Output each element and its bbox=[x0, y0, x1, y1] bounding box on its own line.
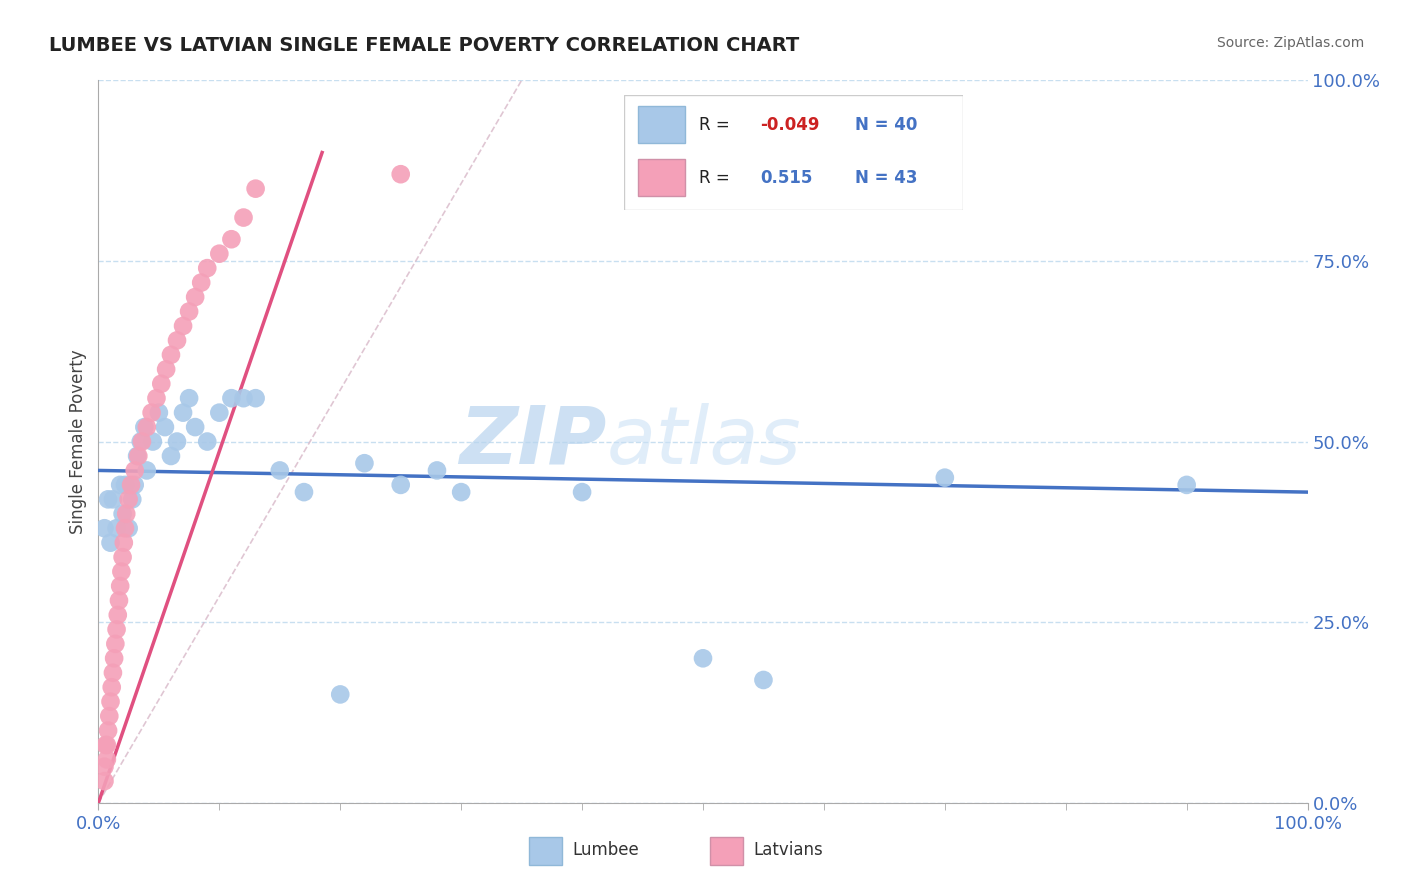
Point bbox=[208, 246, 231, 260]
Point bbox=[389, 167, 412, 181]
Point bbox=[153, 420, 176, 434]
Point bbox=[135, 463, 157, 477]
Point bbox=[127, 449, 149, 463]
Point bbox=[97, 723, 120, 738]
Point bbox=[184, 420, 207, 434]
Point bbox=[195, 434, 218, 449]
Point bbox=[101, 492, 124, 507]
Point bbox=[232, 391, 254, 405]
Point bbox=[93, 774, 115, 789]
Point bbox=[131, 434, 153, 449]
Point bbox=[221, 232, 243, 246]
Point bbox=[232, 211, 254, 225]
Point bbox=[160, 449, 183, 463]
Point bbox=[115, 507, 138, 521]
Point bbox=[166, 334, 188, 348]
Point bbox=[96, 752, 118, 766]
Point bbox=[389, 478, 412, 492]
Point bbox=[121, 492, 143, 507]
Point bbox=[195, 261, 218, 276]
Point bbox=[353, 456, 375, 470]
Point bbox=[426, 463, 449, 477]
Point bbox=[155, 362, 177, 376]
Point bbox=[111, 507, 134, 521]
Point bbox=[221, 391, 243, 405]
Point bbox=[100, 695, 122, 709]
Point bbox=[105, 623, 128, 637]
Point bbox=[129, 434, 152, 449]
Point bbox=[107, 607, 129, 622]
Point bbox=[114, 521, 136, 535]
Point bbox=[110, 565, 132, 579]
Y-axis label: Single Female Poverty: Single Female Poverty bbox=[69, 350, 87, 533]
Point bbox=[118, 521, 141, 535]
Point bbox=[172, 318, 194, 333]
Text: LUMBEE VS LATVIAN SINGLE FEMALE POVERTY CORRELATION CHART: LUMBEE VS LATVIAN SINGLE FEMALE POVERTY … bbox=[49, 36, 800, 54]
Point bbox=[101, 665, 124, 680]
Point bbox=[100, 680, 122, 694]
Point bbox=[145, 391, 167, 405]
Point bbox=[184, 290, 207, 304]
Point bbox=[108, 593, 131, 607]
Point bbox=[104, 637, 127, 651]
Point bbox=[571, 485, 593, 500]
Point bbox=[135, 420, 157, 434]
Point bbox=[120, 478, 142, 492]
Point bbox=[172, 406, 194, 420]
Point bbox=[208, 406, 231, 420]
Point bbox=[93, 760, 115, 774]
Point bbox=[118, 492, 141, 507]
Point bbox=[98, 709, 121, 723]
Point bbox=[108, 579, 131, 593]
Point bbox=[150, 376, 173, 391]
Text: ZIP: ZIP bbox=[458, 402, 606, 481]
Point bbox=[292, 485, 315, 500]
Point bbox=[100, 535, 122, 549]
Point bbox=[111, 550, 134, 565]
Point bbox=[166, 434, 188, 449]
Point bbox=[108, 478, 131, 492]
Point bbox=[692, 651, 714, 665]
Point bbox=[93, 521, 115, 535]
Text: Source: ZipAtlas.com: Source: ZipAtlas.com bbox=[1216, 36, 1364, 50]
Point bbox=[105, 521, 128, 535]
Point bbox=[94, 738, 117, 752]
Point bbox=[752, 673, 775, 687]
Point bbox=[179, 391, 201, 405]
Point bbox=[329, 687, 352, 701]
Point bbox=[114, 478, 136, 492]
Point bbox=[934, 470, 956, 484]
Point bbox=[179, 304, 201, 318]
Point bbox=[124, 478, 146, 492]
Point bbox=[245, 182, 267, 196]
Point bbox=[269, 463, 291, 477]
Point bbox=[134, 420, 156, 434]
Point bbox=[142, 434, 165, 449]
Point bbox=[141, 406, 163, 420]
Text: atlas: atlas bbox=[606, 402, 801, 481]
Point bbox=[112, 535, 135, 549]
Point bbox=[190, 276, 212, 290]
Point bbox=[1175, 478, 1198, 492]
Point bbox=[124, 463, 146, 477]
Point bbox=[245, 391, 267, 405]
Point bbox=[96, 738, 118, 752]
Point bbox=[148, 406, 170, 420]
Point bbox=[103, 651, 125, 665]
Point bbox=[160, 348, 183, 362]
Point bbox=[97, 492, 120, 507]
Point bbox=[450, 485, 472, 500]
Point bbox=[127, 449, 149, 463]
